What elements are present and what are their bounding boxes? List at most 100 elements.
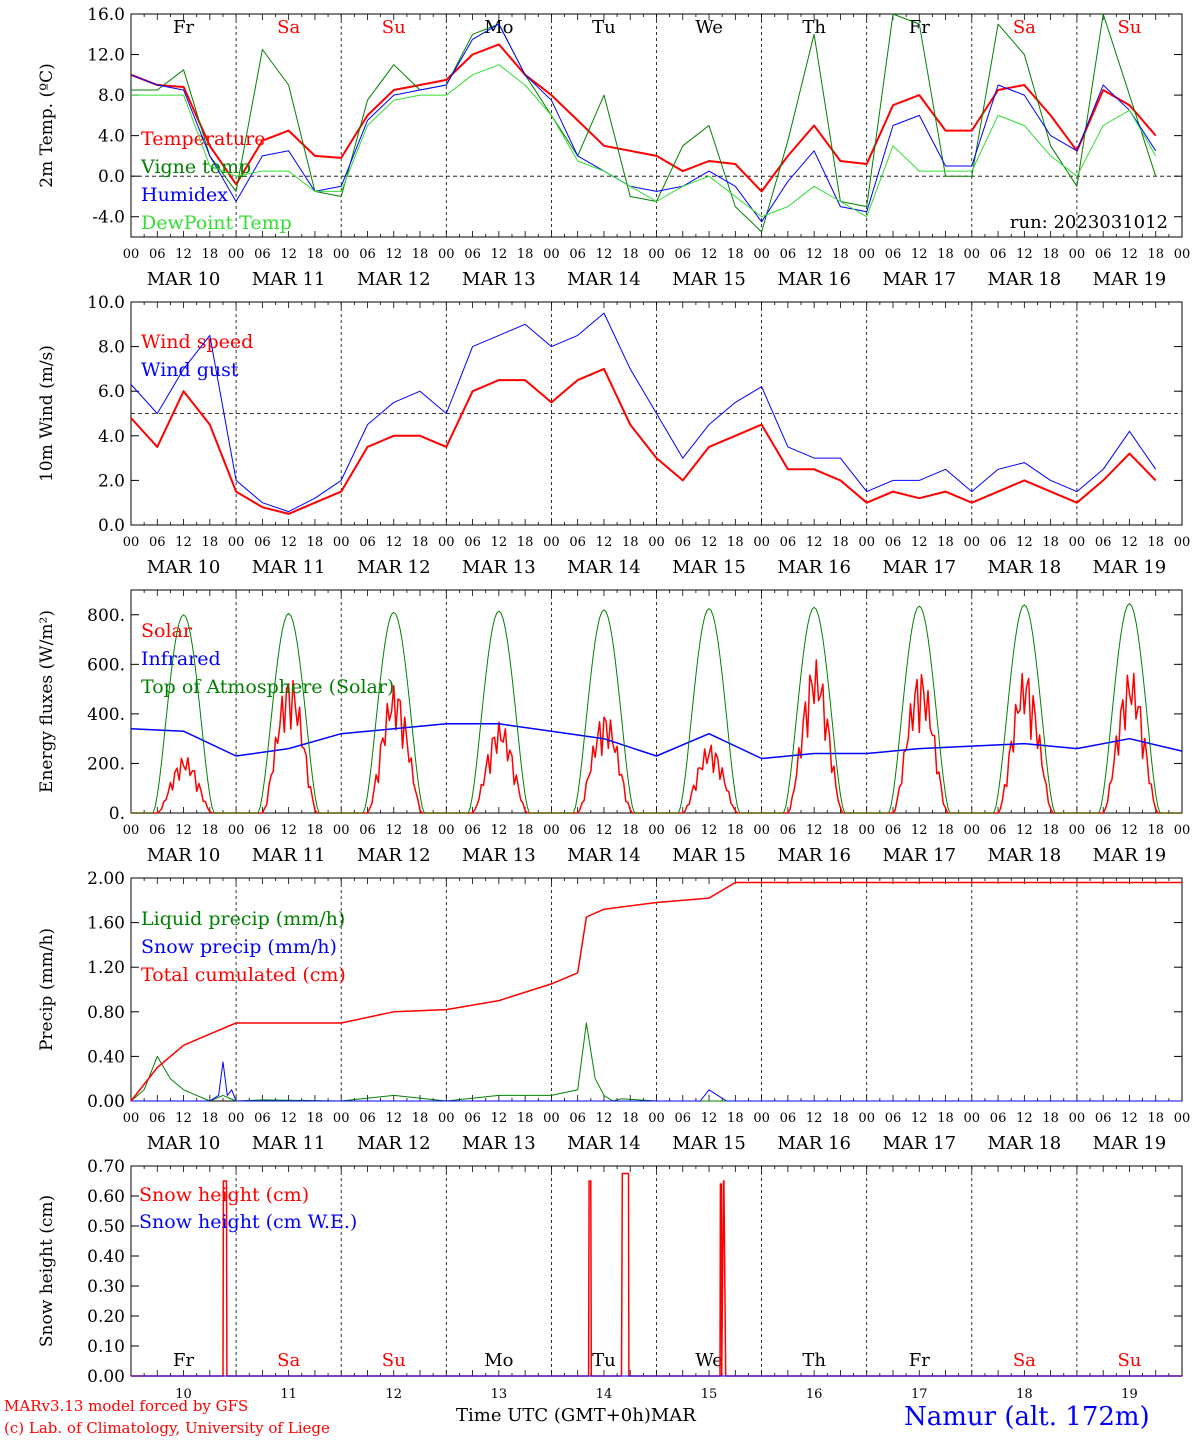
hour-tick-label: 12 xyxy=(701,247,718,262)
y-axis-label: 2m Temp. (ºC) xyxy=(37,63,57,188)
day-number-label: 11 xyxy=(280,1387,297,1402)
hour-tick-label: 06 xyxy=(254,823,271,838)
y-tick-label: 0.0 xyxy=(98,516,125,536)
hour-tick-label: 12 xyxy=(385,823,402,838)
hour-tick-label: 00 xyxy=(648,1111,665,1126)
hour-tick-label: 06 xyxy=(254,1111,271,1126)
date-label: MAR 14 xyxy=(567,269,641,290)
hour-tick-label: 18 xyxy=(727,247,744,262)
date-label: MAR 13 xyxy=(462,557,536,578)
weekday-label: We xyxy=(695,1350,723,1371)
hour-tick-label: 12 xyxy=(911,535,928,550)
hour-tick-label: 06 xyxy=(359,1111,376,1126)
hour-tick-label: 00 xyxy=(648,247,665,262)
date-label: MAR 16 xyxy=(777,845,851,866)
hour-tick-label: 06 xyxy=(885,1111,902,1126)
weekday-label: Sa xyxy=(1013,17,1036,38)
date-label: MAR 14 xyxy=(567,845,641,866)
hour-tick-label: 12 xyxy=(911,1111,928,1126)
hour-tick-label: 18 xyxy=(307,1111,324,1126)
hour-tick-label: 18 xyxy=(307,535,324,550)
y-tick-label: 0. xyxy=(109,804,125,824)
y-tick-label: 0.70 xyxy=(87,1157,125,1177)
hour-tick-label: 18 xyxy=(1147,535,1164,550)
hour-tick-label: 06 xyxy=(569,247,586,262)
meteogram-panels: -4.0 0.0 4.0 8.0 12.0 16.0 2m Temp. (ºC) 00 06 12… xyxy=(37,5,1190,1402)
weekday-label: Fr xyxy=(173,1350,194,1371)
legend-entry: DewPoint Temp xyxy=(141,212,292,234)
legend-entry: Humidex xyxy=(141,184,228,206)
hour-tick-label: 00 xyxy=(1069,535,1086,550)
date-label: MAR 14 xyxy=(567,1133,641,1154)
legend-entry: Vigne temp xyxy=(140,156,251,178)
hour-tick-label: 00 xyxy=(228,823,245,838)
y-tick-label: 6.0 xyxy=(98,382,125,402)
hour-tick-label: 00 xyxy=(858,535,875,550)
hour-tick-label: 12 xyxy=(701,535,718,550)
hour-tick-label: 06 xyxy=(254,535,271,550)
hour-tick-label: 06 xyxy=(675,247,692,262)
hour-tick-label: 18 xyxy=(1042,535,1059,550)
run-label: run: 2023031012 xyxy=(1010,212,1168,233)
hour-tick-label: 00 xyxy=(753,535,770,550)
model-credit: MARv3.13 model forced by GFS xyxy=(4,1397,249,1415)
series-line-humidex xyxy=(130,23,1157,223)
day-number-label: 14 xyxy=(596,1387,613,1402)
hour-tick-label: 12 xyxy=(280,1111,297,1126)
hour-tick-label: 06 xyxy=(464,823,481,838)
date-label: MAR 19 xyxy=(1093,269,1167,290)
weekday-label: We xyxy=(695,17,723,38)
y-tick-label: 600. xyxy=(87,655,125,675)
hour-tick-label: 12 xyxy=(280,247,297,262)
y-axis-label: Snow height (cm) xyxy=(37,1195,57,1347)
day-number-label: 17 xyxy=(911,1387,928,1402)
y-tick-label: 400. xyxy=(87,705,125,725)
hour-tick-label: 18 xyxy=(517,1111,534,1126)
weekday-label: Sa xyxy=(277,17,300,38)
hour-tick-label: 00 xyxy=(648,823,665,838)
series-line-infrared xyxy=(130,723,1183,760)
hour-tick-label: 12 xyxy=(1016,823,1033,838)
date-label: MAR 17 xyxy=(882,269,956,290)
hour-tick-label: 18 xyxy=(727,1111,744,1126)
hour-tick-label: 12 xyxy=(491,823,508,838)
date-label: MAR 15 xyxy=(672,557,746,578)
legend-entry: Liquid precip (mm/h) xyxy=(141,908,345,930)
date-label: MAR 13 xyxy=(462,845,536,866)
hour-tick-label: 00 xyxy=(858,1111,875,1126)
series-line-wind-speed xyxy=(130,367,1157,515)
y-tick-label: 0.30 xyxy=(87,1277,125,1297)
hour-tick-label: 12 xyxy=(175,535,192,550)
y-tick-label: 8.0 xyxy=(98,338,125,358)
date-label: MAR 18 xyxy=(988,557,1062,578)
weekday-label: Mo xyxy=(484,17,513,38)
hour-tick-label: 18 xyxy=(937,1111,954,1126)
date-label: MAR 19 xyxy=(1093,557,1167,578)
hour-tick-label: 12 xyxy=(1121,535,1138,550)
hour-tick-label: 00 xyxy=(123,1111,140,1126)
hour-tick-label: 18 xyxy=(622,823,639,838)
y-tick-label: 16.0 xyxy=(87,5,125,25)
hour-tick-label: 12 xyxy=(596,247,613,262)
hour-tick-label: 00 xyxy=(438,247,455,262)
day-number-label: 12 xyxy=(385,1387,402,1402)
hour-tick-label: 18 xyxy=(412,247,429,262)
hour-tick-label: 12 xyxy=(385,247,402,262)
hour-tick-label: 00 xyxy=(333,823,350,838)
panel-1: 0.0 2.0 4.0 6.0 8.0 10.0 10m Wind (m/s) 00 06 12 1… xyxy=(37,293,1190,578)
hour-tick-label: 18 xyxy=(412,1111,429,1126)
date-label: MAR 11 xyxy=(252,845,326,866)
hour-tick-label: 12 xyxy=(1121,1111,1138,1126)
x-axis-month: MAR xyxy=(650,1405,696,1426)
hour-tick-label: 18 xyxy=(937,247,954,262)
hour-tick-label: 18 xyxy=(307,247,324,262)
hour-tick-label: 00 xyxy=(964,535,981,550)
hour-tick-label: 18 xyxy=(412,823,429,838)
day-number-label: 18 xyxy=(1016,1387,1033,1402)
hour-tick-label: 18 xyxy=(937,535,954,550)
hour-tick-label: 06 xyxy=(149,823,166,838)
hour-tick-label: 12 xyxy=(1016,1111,1033,1126)
hour-tick-label: 00 xyxy=(438,823,455,838)
hour-tick-label: 06 xyxy=(1095,823,1112,838)
